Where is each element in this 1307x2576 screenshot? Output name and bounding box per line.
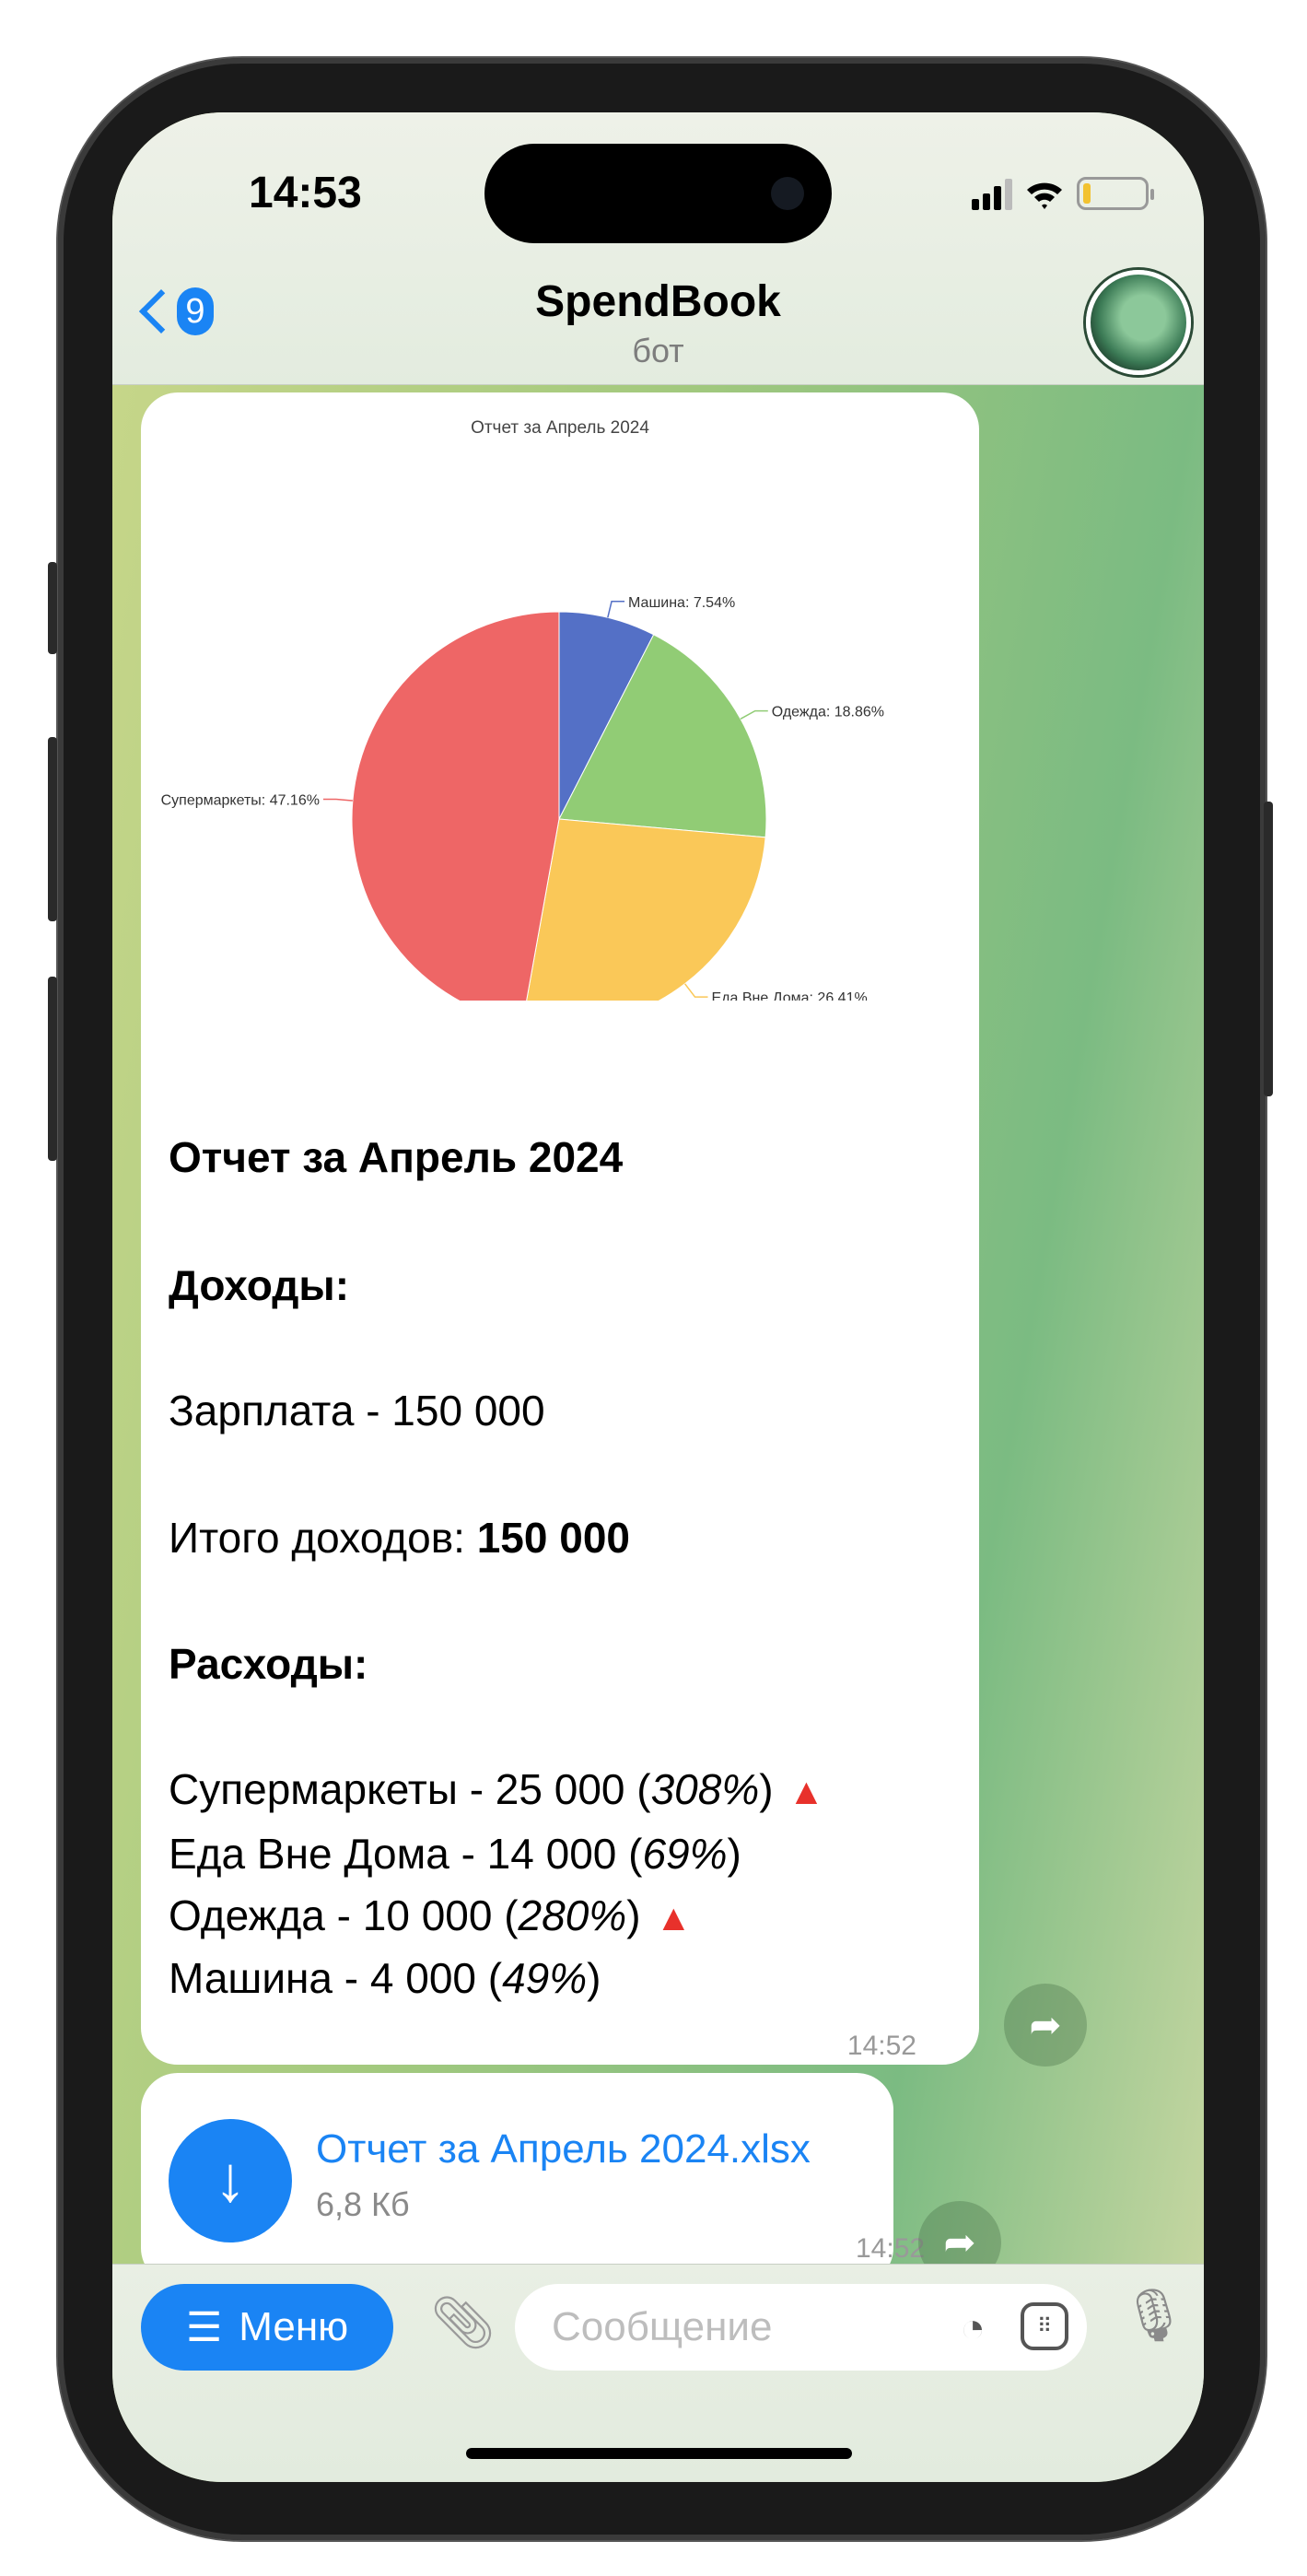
input-bar: ☰ Меню 📎︎ Сообщение ◔ ⠿ 🎙︎ xyxy=(112,2264,1204,2482)
message-time: 14:52 xyxy=(856,2233,926,2264)
home-indicator[interactable] xyxy=(466,2448,852,2459)
report-text-part: 49% xyxy=(502,1954,588,2002)
menu-button[interactable]: ☰ Меню xyxy=(141,2284,393,2371)
pie-label-line-0 xyxy=(607,601,625,618)
pie-label-line-1 xyxy=(740,709,768,720)
report-text-part: ) xyxy=(587,1954,601,2002)
dynamic-island xyxy=(484,144,832,243)
chat-subtitle: бот xyxy=(632,332,684,369)
screen: 14:53 9 SpendBook бот Отчет за Апрель 20… xyxy=(112,112,1204,2482)
report-text-part: Доходы: xyxy=(169,1261,350,1309)
message-placeholder: Сообщение xyxy=(552,2304,773,2349)
report-line: Еда Вне Дома - 14 000 (69%) xyxy=(169,1829,741,1879)
pie-label-1: Одежда: 18.86% xyxy=(772,705,884,720)
attach-menu-button[interactable]: ⠿ xyxy=(1021,2302,1068,2350)
report-text-part: Машина - 4 000 ( xyxy=(169,1954,503,2002)
signal-icon xyxy=(972,179,1012,210)
report-line: Супермаркеты - 25 000 (308%) ▲ xyxy=(169,1764,824,1814)
pie-chart: Машина: 7.54% Одежда: 18.86% Еда Вне Дома:… xyxy=(161,595,884,1001)
power-button xyxy=(1264,802,1273,1096)
report-line: Отчет за Апрель 2024 xyxy=(169,1132,623,1182)
file-size: 6,8 Кб xyxy=(316,2185,410,2223)
battery-icon xyxy=(1077,177,1154,210)
report-text-part: Зарплата - 150 000 xyxy=(169,1387,545,1434)
download-button[interactable]: ↓ xyxy=(169,2119,292,2242)
paperclip-icon: 📎︎ xyxy=(430,2293,496,2351)
status-icons xyxy=(972,177,1154,210)
increase-triangle-icon: ▲ xyxy=(788,1772,825,1812)
report-line: Итого доходов: 150 000 xyxy=(169,1513,630,1563)
grid-icon: ⠿ xyxy=(1036,2314,1053,2337)
action-button xyxy=(48,562,57,654)
voice-button[interactable]: 🎙︎ xyxy=(1121,2285,1186,2346)
report-message: Отчет за Апрель 2024 Машина: 7.54% Одежда… xyxy=(141,392,979,2131)
share-arrow-icon: ➦ xyxy=(1029,2003,1062,2046)
share-arrow-icon: ➦ xyxy=(943,2220,976,2264)
report-text-part: Расходы: xyxy=(169,1640,368,1688)
pie-slice-3 xyxy=(351,611,560,1001)
file-name[interactable]: Отчет за Апрель 2024.xlsx xyxy=(316,2126,811,2172)
report-text-part: Еда Вне Дома - 14 000 ( xyxy=(169,1830,643,1878)
report-line: Зарплата - 150 000 xyxy=(169,1386,545,1435)
report-text-part: Итого доходов: xyxy=(169,1514,477,1562)
back-button[interactable]: 9 xyxy=(133,287,214,335)
report-line: Машина - 4 000 (49%) xyxy=(169,1953,601,2003)
sticker-icon: ◔ xyxy=(960,2303,986,2351)
report-text-part: Отчет за Апрель 2024 xyxy=(169,1133,624,1181)
pie-slice-2 xyxy=(526,818,766,1001)
report-text-part: 308% xyxy=(650,1765,760,1813)
bot-avatar[interactable] xyxy=(1086,270,1191,375)
pie-label-3: Супермаркеты: 47.16% xyxy=(161,792,320,808)
report-line: Расходы: xyxy=(169,1639,368,1689)
report-text-part: 69% xyxy=(642,1830,728,1878)
pie-slice-0 xyxy=(558,611,655,820)
sticker-button[interactable]: ◔ xyxy=(960,2304,986,2350)
pie-label-line-2 xyxy=(683,983,708,998)
microphone-icon: 🎙︎ xyxy=(1121,2286,1187,2344)
report-text-part: ) xyxy=(626,1891,641,1939)
status-time: 14:53 xyxy=(249,169,362,217)
message-input[interactable]: Сообщение ◔ ⠿ xyxy=(515,2284,1087,2371)
report-text-part: 280% xyxy=(518,1891,627,1939)
unread-badge: 9 xyxy=(177,287,214,335)
pie-label-line-3 xyxy=(322,798,353,802)
chart-title: Отчет за Апрель 2024 xyxy=(471,418,649,438)
report-text-part: Одежда - 10 000 ( xyxy=(169,1891,519,1939)
volume-down-button xyxy=(48,977,57,1161)
wifi-icon xyxy=(1027,182,1062,209)
chat-header: 14:53 9 SpendBook бот xyxy=(112,112,1204,385)
hamburger-icon: ☰ xyxy=(185,2304,223,2350)
download-arrow-icon: ↓ xyxy=(214,2143,247,2215)
increase-triangle-icon: ▲ xyxy=(655,1898,693,1938)
message-time: 14:52 xyxy=(846,2031,916,2061)
report-line: Доходы: xyxy=(169,1260,349,1310)
pie-label-2: Еда Вне Дома: 26.41% xyxy=(712,990,868,1001)
file-message[interactable]: ↓ Отчет за Апрель 2024.xlsx 6,8 Кб 14:52 xyxy=(141,2073,925,2285)
report-text-part: Супермаркеты - 25 000 ( xyxy=(169,1765,651,1813)
report-text-part: ) xyxy=(727,1830,741,1878)
volume-up-button xyxy=(48,737,57,921)
attach-button[interactable]: 📎︎ xyxy=(430,2292,496,2353)
menu-label: Меню xyxy=(239,2304,349,2349)
forward-button[interactable]: ➦ xyxy=(1004,1984,1087,2067)
camera-icon xyxy=(771,177,804,210)
pie-label-0: Машина: 7.54% xyxy=(628,595,735,611)
chat-title[interactable]: SpendBook xyxy=(535,277,781,326)
report-text-part: 150 000 xyxy=(476,1514,630,1562)
report-text-part: ) xyxy=(759,1765,774,1813)
report-line: Одежда - 10 000 (280%) ▲ xyxy=(169,1891,692,1940)
